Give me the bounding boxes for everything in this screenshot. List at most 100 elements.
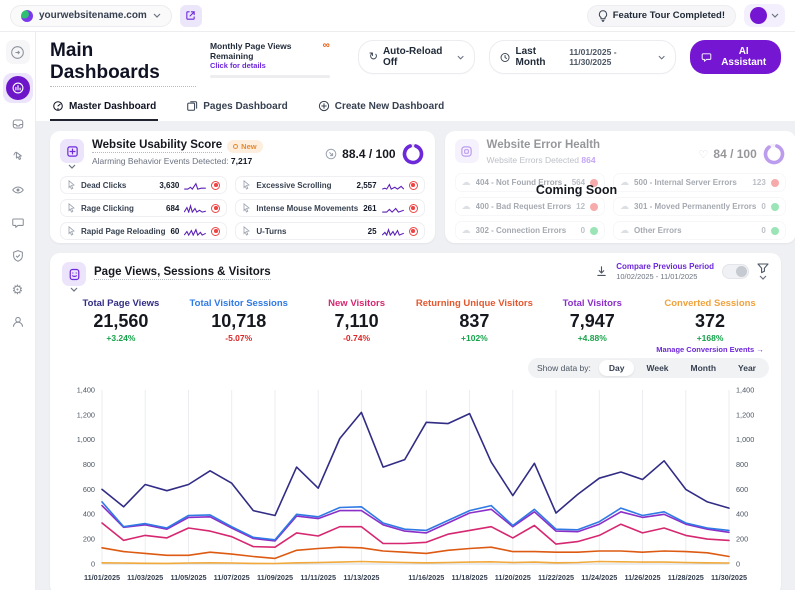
svg-text:11/30/2025: 11/30/2025 xyxy=(711,573,747,582)
svg-text:11/24/2025: 11/24/2025 xyxy=(581,573,617,582)
user-menu[interactable] xyxy=(744,4,785,27)
tab-master-label: Master Dashboard xyxy=(69,101,156,112)
metric-new-visitors: New Visitors 7,110 -0.74% xyxy=(298,298,416,354)
sidebar-expand-button[interactable] xyxy=(6,40,30,64)
svg-text:200: 200 xyxy=(83,535,95,544)
metric-value: 7,110 xyxy=(298,311,416,332)
usability-subtitle: Alarming Behavior Events Detected: 7,217 xyxy=(92,156,317,166)
cloud-icon: ☁ xyxy=(620,201,629,212)
tab-create-label: Create New Dashboard xyxy=(335,101,444,112)
granularity-month-button[interactable]: Month xyxy=(681,360,727,376)
metric-value: 372 xyxy=(651,311,769,332)
error-row-other: ☁ Other Errors 0 xyxy=(613,221,786,240)
monthly-views-label: Monthly Page Views Remaining xyxy=(210,41,323,61)
sidebar-item-privacy[interactable] xyxy=(6,244,30,268)
error-subtitle: Website Errors Detected 864 xyxy=(487,155,691,165)
row-label: Rage Clicking xyxy=(81,204,161,213)
open-site-button[interactable] xyxy=(180,5,202,27)
sidebar-item-feedback[interactable] xyxy=(6,211,30,235)
view-recordings-icon[interactable] xyxy=(211,204,220,213)
ai-assistant-label: AI Assistant xyxy=(717,46,770,68)
plus-circle-icon xyxy=(318,100,330,112)
tab-create-new-dashboard[interactable]: Create New Dashboard xyxy=(316,96,446,121)
shield-check-icon xyxy=(11,249,25,263)
status-dot xyxy=(771,203,779,211)
tab-master-dashboard[interactable]: Master Dashboard xyxy=(50,96,158,121)
svg-text:200: 200 xyxy=(736,535,748,544)
svg-text:1,400: 1,400 xyxy=(736,385,754,394)
granularity-switcher: Show data by: Day Week Month Year xyxy=(528,358,769,378)
usability-row-excessive-scrolling[interactable]: Excessive Scrolling 2,557 xyxy=(235,176,424,194)
usability-rows: Dead Clicks 3,630 Excessive Scrolling 2,… xyxy=(60,176,425,240)
usability-row-rapid-page-reloading[interactable]: Rapid Page Reloading 60 xyxy=(60,222,227,240)
filter-button[interactable] xyxy=(757,263,769,280)
view-recordings-icon[interactable] xyxy=(211,227,220,236)
infinity-icon: ∞ xyxy=(323,41,330,50)
svg-text:11/09/2025: 11/09/2025 xyxy=(257,573,293,582)
manage-conversion-events-link[interactable]: Manage Conversion Events → xyxy=(651,345,769,354)
svg-text:1,000: 1,000 xyxy=(77,435,95,444)
granularity-day-button[interactable]: Day xyxy=(599,360,635,376)
metric-change: -5.07% xyxy=(180,333,298,343)
row-value: 0 xyxy=(761,226,765,235)
ai-assistant-button[interactable]: AI Assistant xyxy=(690,40,781,74)
svg-text:11/07/2025: 11/07/2025 xyxy=(214,573,250,582)
svg-text:11/11/2025: 11/11/2025 xyxy=(300,573,336,582)
sidebar-item-account[interactable] xyxy=(6,310,30,334)
svg-text:11/22/2025: 11/22/2025 xyxy=(538,573,574,582)
row-label: 301 - Moved Permanently Errors xyxy=(634,202,756,211)
view-recordings-icon[interactable] xyxy=(409,227,418,236)
cloud-icon: ☁ xyxy=(620,177,629,188)
sidebar-item-inbox[interactable] xyxy=(6,112,30,136)
usability-row-dead-clicks[interactable]: Dead Clicks 3,630 xyxy=(60,176,227,194)
svg-text:11/18/2025: 11/18/2025 xyxy=(452,573,488,582)
metrics-row: Total Page Views 21,560 +3.24% Total Vis… xyxy=(62,298,769,354)
row-value: 0 xyxy=(761,202,765,211)
error-row-400: ☁ 400 - Bad Request Errors 12 xyxy=(455,197,606,216)
metric-label: Total Page Views xyxy=(62,298,180,309)
view-recordings-icon[interactable] xyxy=(211,181,220,190)
date-range-picker[interactable]: Last Month 11/01/2025 - 11/30/2025 xyxy=(489,40,676,74)
view-recordings-icon[interactable] xyxy=(409,181,418,190)
view-recordings-icon[interactable] xyxy=(409,204,418,213)
compare-previous-period: Compare Previous Period 10/02/2025 - 11/… xyxy=(616,262,714,281)
granularity-week-button[interactable]: Week xyxy=(636,360,678,376)
metric-label: Total Visitors xyxy=(533,298,651,309)
collapse-chevron-icon[interactable] xyxy=(68,164,76,169)
toggle-knob xyxy=(736,266,747,277)
site-selector[interactable]: yourwebsitename.com xyxy=(10,5,172,27)
monthly-views-details-link[interactable]: Click for details xyxy=(210,61,323,70)
period-label: Last Month xyxy=(516,46,565,68)
sparkline-icon xyxy=(382,227,404,236)
compare-toggle[interactable] xyxy=(722,264,749,279)
row-value: 2,557 xyxy=(357,181,377,190)
chevron-down-icon xyxy=(658,55,665,60)
error-row-500: ☁ 500 - Internal Server Errors 123 xyxy=(613,173,786,192)
export-button[interactable] xyxy=(595,265,608,278)
metric-returning-unique-visitors: Returning Unique Visitors 837 +102% xyxy=(415,298,533,354)
sidebar-item-heatmaps[interactable] xyxy=(6,178,30,202)
usability-row-u-turns[interactable]: U-Turns 25 xyxy=(235,222,424,240)
usability-row-rage-clicking[interactable]: Rage Clicking 684 xyxy=(60,199,227,217)
cursor-icon xyxy=(67,180,76,190)
auto-reload-dropdown[interactable]: ↻ Auto-Reload Off xyxy=(358,40,476,74)
tab-pages-dashboard[interactable]: Pages Dashboard xyxy=(184,96,289,121)
svg-text:11/28/2025: 11/28/2025 xyxy=(668,573,704,582)
granularity-year-button[interactable]: Year xyxy=(728,360,766,376)
metric-change: +168% xyxy=(651,333,769,343)
pvsv-card: Page Views, Sessions & Visitors Compare … xyxy=(50,253,781,590)
error-score: ♡ 84 / 100 xyxy=(699,142,786,166)
sidebar-item-dashboards[interactable] xyxy=(3,73,33,103)
svg-text:11/13/2025: 11/13/2025 xyxy=(343,573,379,582)
metric-total-visitors: Total Visitors 7,947 +4.88% xyxy=(533,298,651,354)
cursor-icon xyxy=(67,226,76,236)
collapse-chevron-icon[interactable] xyxy=(70,287,78,292)
cloud-icon: ☁ xyxy=(462,201,471,212)
usability-row-intense-mouse-movements[interactable]: Intense Mouse Movements 261 xyxy=(235,199,424,217)
show-data-by-label: Show data by: xyxy=(531,363,597,373)
pages-dashboard-icon xyxy=(186,100,198,112)
sidebar-item-recordings[interactable] xyxy=(6,145,30,169)
sidebar-item-settings[interactable]: ⚙ xyxy=(6,277,30,301)
master-dashboard-icon xyxy=(52,100,64,112)
feature-tour-button[interactable]: Feature Tour Completed! xyxy=(587,5,736,27)
